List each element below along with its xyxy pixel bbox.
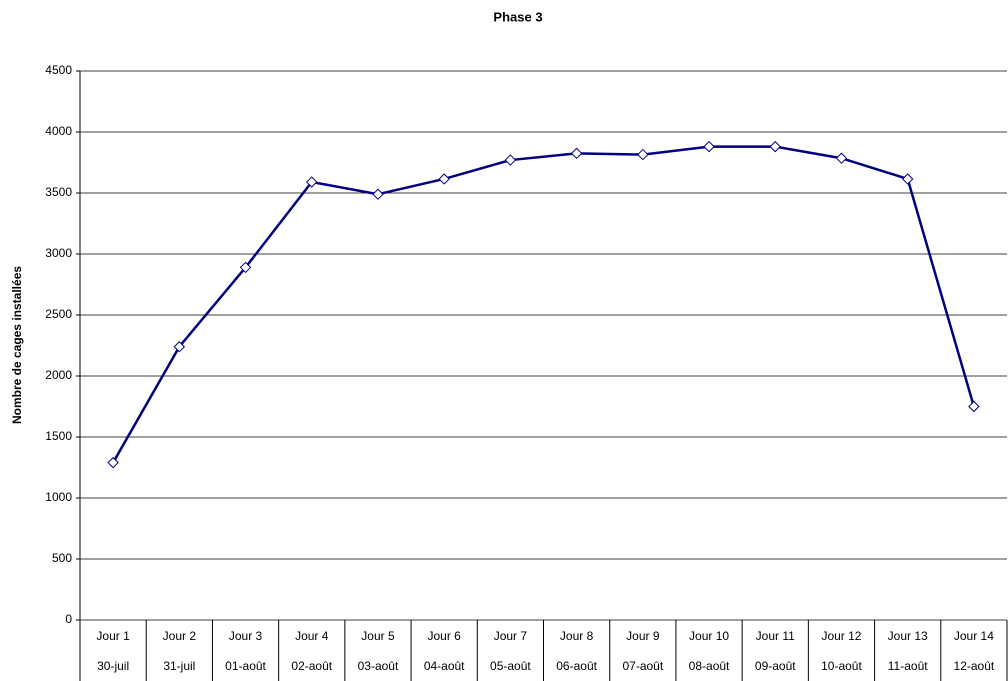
x-sub-label: 03-août xyxy=(358,659,399,673)
marker xyxy=(239,261,252,274)
x-tick-label: Jour 5 xyxy=(361,629,395,643)
x-tick-label: Jour 8 xyxy=(560,629,594,643)
marker xyxy=(306,176,318,188)
y-tick-label: 3500 xyxy=(45,185,72,199)
x-sub-label: 07-août xyxy=(622,659,663,673)
x-sub-label: 05-août xyxy=(490,659,531,673)
y-tick-label: 4000 xyxy=(45,124,72,138)
marker xyxy=(769,140,781,153)
x-tick-label: Jour 10 xyxy=(689,629,729,643)
line xyxy=(112,145,976,464)
x-tick-label: Jour 6 xyxy=(427,629,461,643)
y-tick-label: 1500 xyxy=(45,429,72,443)
x-tick-label: Jour 13 xyxy=(888,629,928,643)
y-tick-label: 2500 xyxy=(45,307,72,321)
x-tick-label: Jour 9 xyxy=(626,629,660,643)
x-tick-label: Jour 7 xyxy=(494,629,528,643)
marker xyxy=(835,152,848,164)
x-tick-label: Jour 11 xyxy=(756,629,795,643)
marker xyxy=(901,173,914,185)
x-tick-label: Jour 4 xyxy=(295,629,329,643)
x-tick-label: Jour 2 xyxy=(163,629,197,643)
x-tick-label: Jour 12 xyxy=(821,629,861,643)
marker xyxy=(372,188,384,200)
marker xyxy=(107,456,119,469)
y-tick-label: 0 xyxy=(65,612,72,626)
x-sub-label: 04-août xyxy=(424,659,465,673)
x-sub-label: 02-août xyxy=(291,659,332,673)
x-sub-label: 08-août xyxy=(689,659,730,673)
x-sub-label: 06-août xyxy=(556,659,597,673)
y-tick-label: 4500 xyxy=(45,63,72,77)
marker xyxy=(637,148,649,161)
x-tick-label: Jour 3 xyxy=(229,629,263,643)
y-tick-label: 500 xyxy=(52,551,72,565)
x-sub-label: 12-août xyxy=(954,659,995,673)
x-sub-label: 10-août xyxy=(821,659,862,673)
y-tick-label: 3000 xyxy=(45,246,72,260)
chart-title: Phase 3 xyxy=(493,9,542,24)
x-tick-label: Jour 1 xyxy=(96,629,130,643)
y-axis-title: Nombre de cages installées xyxy=(10,266,24,424)
x-tick-label: Jour 14 xyxy=(954,629,994,643)
marker xyxy=(570,147,583,160)
marker xyxy=(703,140,715,153)
y-tick-label: 1000 xyxy=(45,490,72,504)
x-sub-label: 30-juil xyxy=(97,659,129,673)
marker xyxy=(438,173,450,185)
marker xyxy=(173,341,186,353)
x-sub-label: 01-août xyxy=(225,659,266,673)
x-sub-label: 31-juil xyxy=(163,659,195,673)
marker xyxy=(504,154,517,166)
x-sub-label: 11-août xyxy=(888,659,928,673)
marker xyxy=(968,400,980,413)
y-tick-label: 2000 xyxy=(45,368,72,382)
x-sub-label: 09-août xyxy=(755,659,796,673)
